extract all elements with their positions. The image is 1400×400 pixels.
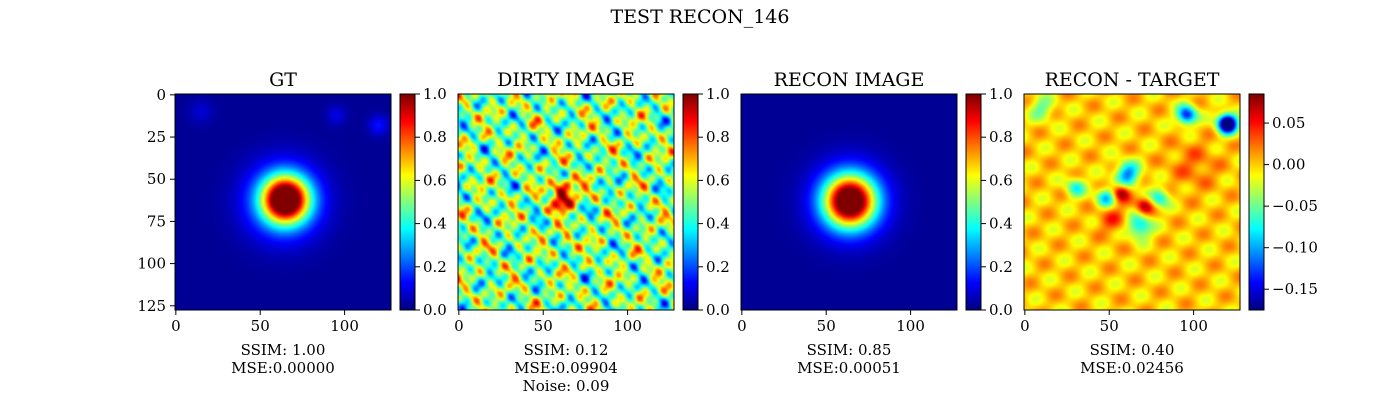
metric-caption-line: MSE:0.00000: [231, 359, 335, 377]
panel-gt: GT 0 50 100 0 25 50 75 100 125 0.0 0.2 0.4 0.6 0.8 1.0 S…: [137, 69, 447, 377]
colorbar-gradient: [400, 94, 415, 310]
colorbar-gradient: [1249, 94, 1264, 310]
y-tick-label: 0: [156, 86, 166, 104]
colorbar-tick-label: 1.0: [989, 85, 1013, 103]
colorbar-tick-label: 1.0: [423, 85, 447, 103]
colorbar-tick-label: 0.8: [706, 128, 730, 146]
panel-dirty-image: DIRTY IMAGE 0 50 100 0.0 0.2 0.4 0.6 0.8 1.0 SSIM:…: [454, 69, 730, 395]
colorbar: 0.0 0.2 0.4 0.6 0.8 1.0: [682, 85, 730, 319]
x-tick-label: 100: [330, 317, 359, 335]
x-tick-label: 50: [251, 317, 270, 335]
axes-frame: [1023, 93, 1241, 311]
colorbar-tick-label: 0.00: [1272, 156, 1305, 174]
x-tick-label: 100: [896, 317, 925, 335]
colorbar-tick-label: 1.0: [706, 85, 730, 103]
x-tick-label: 100: [613, 317, 642, 335]
panel-title: GT: [269, 69, 297, 91]
x-tick-label: 100: [1179, 317, 1208, 335]
axes-frame: [740, 93, 958, 311]
x-tick-label: 0: [171, 317, 181, 335]
x-tick-label: 50: [534, 317, 553, 335]
colorbar-tick-label: 0.0: [706, 301, 730, 319]
metric-caption-line: SSIM: 0.40: [1090, 341, 1175, 359]
colorbar-tick-label: 0.05: [1272, 114, 1305, 132]
heatmap-image: [175, 94, 391, 310]
colorbar-tick-label: 0.2: [423, 258, 447, 276]
panel-recon-target: RECON - TARGET 0 50 100 −0.15 −0.10 −0.05 0.00 0…: [1020, 69, 1318, 377]
axes-frame: [174, 93, 392, 311]
y-tick-label: 25: [147, 128, 166, 146]
colorbar: 0.0 0.2 0.4 0.6 0.8 1.0: [399, 85, 447, 319]
colorbar-tick-label: 0.2: [989, 258, 1013, 276]
colorbar-gradient: [966, 94, 981, 310]
colorbar-tick-label: 0.6: [706, 171, 730, 189]
panel-title: RECON IMAGE: [774, 69, 925, 91]
x-tick-label: 50: [817, 317, 836, 335]
x-tick-label: 0: [737, 317, 747, 335]
metric-caption-line: SSIM: 0.12: [524, 341, 609, 359]
figure-title: TEST RECON_146: [611, 6, 790, 28]
colorbar-tick-label: −0.05: [1272, 197, 1318, 215]
panel-title: DIRTY IMAGE: [497, 69, 635, 91]
colorbar-tick-label: −0.15: [1272, 280, 1318, 298]
colorbar-gradient: [683, 94, 698, 310]
metric-caption-line: Noise: 0.09: [523, 377, 610, 395]
panel-title: RECON - TARGET: [1045, 69, 1220, 91]
y-tick-label: 75: [147, 212, 166, 230]
y-tick-label: 125: [137, 297, 166, 315]
colorbar-tick-label: 0.2: [706, 258, 730, 276]
axes-frame: [457, 93, 675, 311]
heatmap-image: [458, 94, 674, 310]
colorbar-tick-label: 0.4: [989, 215, 1013, 233]
colorbar-tick-label: 0.6: [989, 171, 1013, 189]
colorbar-frame: [965, 93, 982, 311]
colorbar-tick-label: 0.6: [423, 171, 447, 189]
x-tick-label: 0: [454, 317, 464, 335]
colorbar-tick-label: 0.0: [989, 301, 1013, 319]
colorbar-tick-label: 0.4: [423, 215, 447, 233]
colorbar-tick-label: 0.0: [423, 301, 447, 319]
panel-recon-image: RECON IMAGE 0 50 100 0.0 0.2 0.4 0.6 0.8 1.0 SSIM:…: [737, 69, 1013, 377]
y-tick-label: 50: [147, 170, 166, 188]
metric-caption-line: MSE:0.00051: [797, 359, 901, 377]
colorbar-frame: [1248, 93, 1265, 311]
metric-caption-line: MSE:0.09904: [514, 359, 618, 377]
colorbar: 0.0 0.2 0.4 0.6 0.8 1.0: [965, 85, 1013, 319]
y-tick-label: 100: [137, 255, 166, 273]
x-tick-label: 0: [1020, 317, 1030, 335]
colorbar: −0.15 −0.10 −0.05 0.00 0.05: [1248, 93, 1318, 311]
colorbar-frame: [399, 93, 416, 311]
colorbar-frame: [682, 93, 699, 311]
heatmap-image: [1024, 94, 1240, 310]
panels: GT 0 50 100 0 25 50 75 100 125 0.0 0.2 0.4 0.6 0.8 1.0 S…: [137, 69, 1318, 395]
metric-caption-line: SSIM: 1.00: [241, 341, 326, 359]
metric-caption-line: SSIM: 0.85: [807, 341, 892, 359]
metric-caption-line: MSE:0.02456: [1080, 359, 1184, 377]
colorbar-tick-label: 0.4: [706, 215, 730, 233]
colorbar-tick-label: −0.10: [1272, 239, 1318, 257]
x-tick-label: 50: [1100, 317, 1119, 335]
colorbar-tick-label: 0.8: [989, 128, 1013, 146]
heatmap-image: [741, 94, 957, 310]
colorbar-tick-label: 0.8: [423, 128, 447, 146]
